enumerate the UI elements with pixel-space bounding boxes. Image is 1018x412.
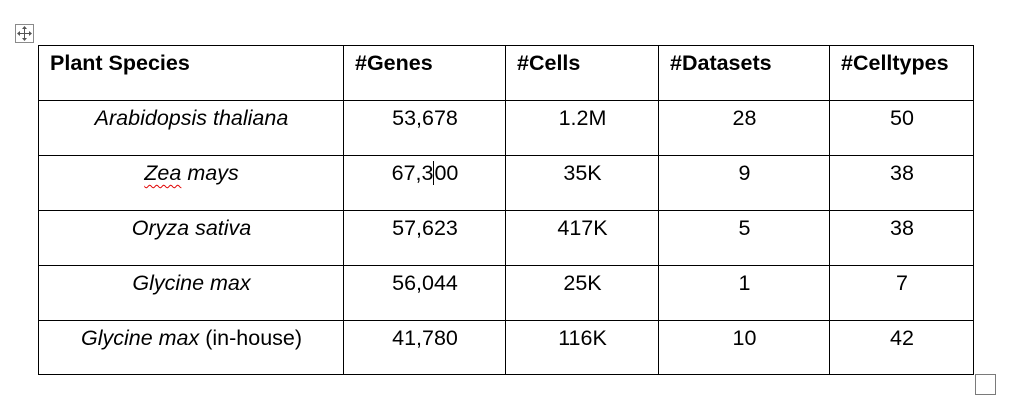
- table-move-handle[interactable]: [15, 24, 34, 43]
- table-header-row: Plant Species #Genes #Cells #Datasets #C…: [38, 45, 974, 101]
- cells-cell[interactable]: 1.2M: [505, 100, 659, 156]
- datasets-cell[interactable]: 9: [658, 155, 830, 211]
- celltypes-cell[interactable]: 7: [829, 265, 974, 321]
- species-cell[interactable]: Glycine max (in-house): [38, 320, 344, 375]
- species-cell[interactable]: Oryza sativa: [38, 210, 344, 266]
- cells-cell[interactable]: 417K: [505, 210, 659, 266]
- table-row: Glycine max 56,044 25K 1 7: [38, 265, 974, 321]
- species-name: Glycine max: [80, 326, 200, 350]
- celltypes-cell[interactable]: 50: [829, 100, 974, 156]
- plant-species-table: Plant Species #Genes #Cells #Datasets #C…: [38, 45, 974, 375]
- genes-value-before-caret: 67,3: [391, 161, 434, 185]
- spellcheck-underlined-word[interactable]: Zea: [144, 161, 182, 185]
- species-name-rest: mays: [181, 161, 239, 185]
- species-name: Oryza sativa: [131, 216, 252, 240]
- genes-cell[interactable]: 57,623: [343, 210, 506, 266]
- datasets-cell[interactable]: 10: [658, 320, 830, 375]
- genes-cell[interactable]: 67,300: [343, 155, 506, 211]
- species-cell[interactable]: Glycine max: [38, 265, 344, 321]
- table-row: Glycine max (in-house) 41,780 116K 10 42: [38, 320, 974, 375]
- species-name: Glycine max: [132, 271, 251, 295]
- genes-value-after-caret: 00: [434, 161, 459, 185]
- species-cell[interactable]: Arabidopsis thaliana: [38, 100, 344, 156]
- cells-cell[interactable]: 35K: [505, 155, 659, 211]
- table-row: Zea mays 67,300 35K 9 38: [38, 155, 974, 211]
- genes-cell[interactable]: 53,678: [343, 100, 506, 156]
- header-celltypes[interactable]: #Celltypes: [829, 45, 974, 101]
- header-genes[interactable]: #Genes: [343, 45, 506, 101]
- celltypes-cell[interactable]: 42: [829, 320, 974, 375]
- datasets-cell[interactable]: 5: [658, 210, 830, 266]
- header-datasets[interactable]: #Datasets: [658, 45, 830, 101]
- header-cells[interactable]: #Cells: [505, 45, 659, 101]
- species-name: Zea mays: [144, 161, 238, 185]
- species-name: Arabidopsis thaliana: [94, 106, 289, 130]
- four-way-arrow-icon: [17, 26, 32, 41]
- table-row: Arabidopsis thaliana 53,678 1.2M 28 50: [38, 100, 974, 156]
- species-suffix: (in-house): [199, 326, 303, 350]
- header-plant-species[interactable]: Plant Species: [38, 45, 344, 101]
- datasets-cell[interactable]: 28: [658, 100, 830, 156]
- cells-cell[interactable]: 116K: [505, 320, 659, 375]
- species-cell[interactable]: Zea mays: [38, 155, 344, 211]
- table-resize-icon[interactable]: [975, 374, 996, 395]
- celltypes-cell[interactable]: 38: [829, 155, 974, 211]
- genes-cell[interactable]: 56,044: [343, 265, 506, 321]
- datasets-cell[interactable]: 1: [658, 265, 830, 321]
- cells-cell[interactable]: 25K: [505, 265, 659, 321]
- celltypes-cell[interactable]: 38: [829, 210, 974, 266]
- text-cursor: [433, 161, 435, 185]
- table-row: Oryza sativa 57,623 417K 5 38: [38, 210, 974, 266]
- genes-cell[interactable]: 41,780: [343, 320, 506, 375]
